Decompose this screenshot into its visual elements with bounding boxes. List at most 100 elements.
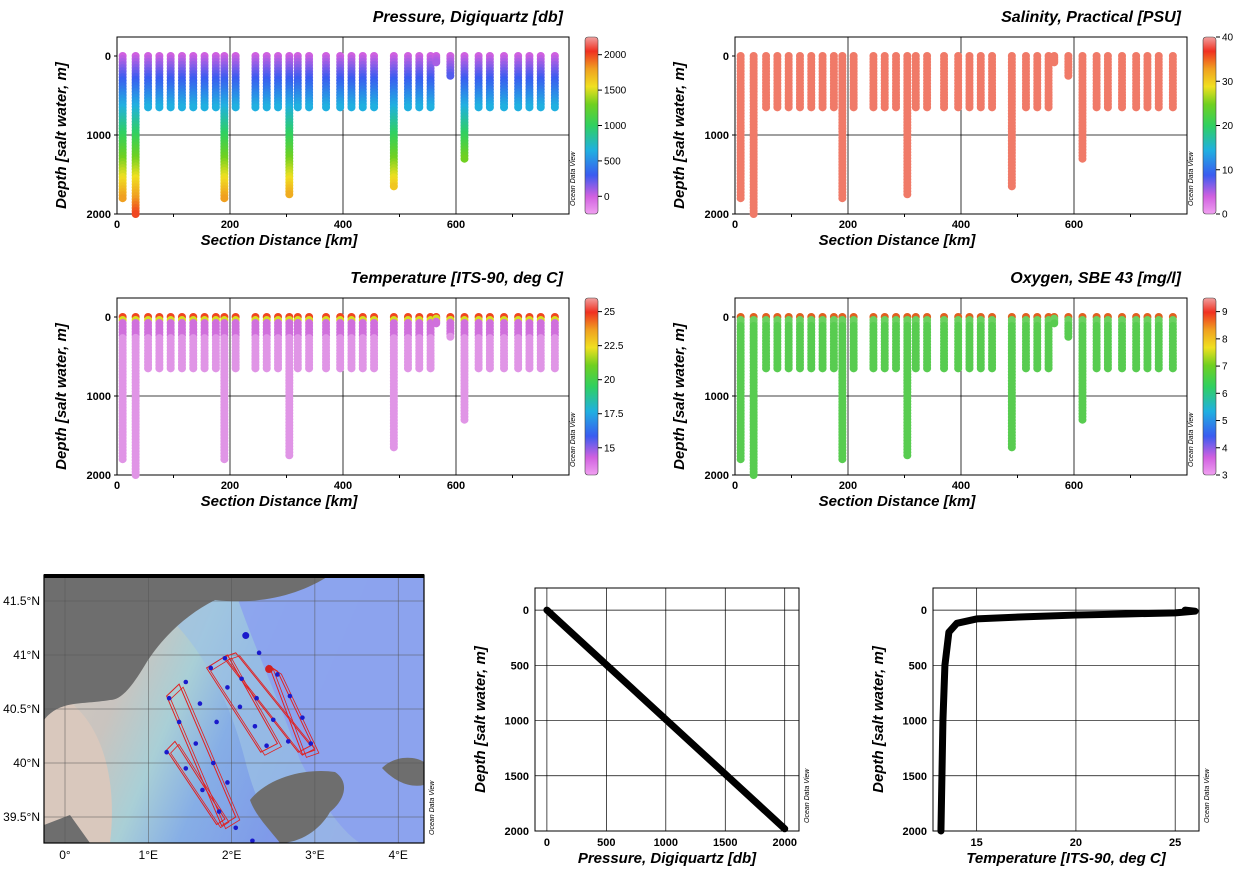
station-column bbox=[869, 313, 878, 373]
station-column bbox=[880, 313, 889, 373]
station-column bbox=[1168, 313, 1177, 373]
x-axis-label: Section Distance [km] bbox=[819, 232, 977, 249]
station-marker bbox=[222, 655, 228, 661]
station-column bbox=[131, 52, 140, 218]
station-column bbox=[514, 52, 523, 112]
x-axis-label: Section Distance [km] bbox=[201, 232, 359, 249]
station-column bbox=[536, 313, 545, 373]
colorbar-ramp bbox=[584, 36, 599, 215]
station-column bbox=[514, 313, 523, 373]
station-column bbox=[903, 313, 912, 460]
station-column bbox=[1050, 313, 1059, 328]
station-columns bbox=[736, 313, 1177, 479]
station-marker bbox=[216, 809, 222, 814]
x-tick-label: 200 bbox=[839, 219, 857, 231]
land-menorca bbox=[382, 757, 424, 786]
x-tick-label: 400 bbox=[334, 219, 352, 231]
station-column bbox=[829, 52, 838, 112]
station-column bbox=[818, 52, 827, 112]
station-columns bbox=[118, 52, 559, 218]
lat-label: 40°N bbox=[13, 756, 40, 770]
map-frame-top bbox=[44, 574, 424, 578]
watermark: Ocean Data View bbox=[570, 412, 577, 467]
station-column bbox=[1064, 52, 1073, 80]
station-column bbox=[749, 313, 758, 479]
station-column bbox=[358, 313, 367, 373]
plot-frame bbox=[932, 587, 1200, 832]
station-marker bbox=[250, 838, 255, 843]
station-column bbox=[220, 313, 229, 464]
station-marker bbox=[237, 704, 243, 710]
station-column bbox=[177, 313, 186, 373]
station-marker bbox=[200, 787, 205, 793]
y-tick-label: 2000 bbox=[903, 826, 927, 838]
y-axis-label: Depth [salt water, m] bbox=[472, 645, 489, 793]
station-column bbox=[285, 313, 294, 460]
lon-label: 1°E bbox=[139, 848, 158, 862]
station-column bbox=[892, 313, 901, 373]
colorbar-tick-label: 3 bbox=[1222, 471, 1228, 482]
station-column bbox=[525, 313, 534, 373]
lat-label: 41.5°N bbox=[3, 594, 40, 608]
x-tick-label: 1000 bbox=[654, 837, 678, 849]
colorbar: 25 22.5 20 17.5 15 bbox=[584, 297, 624, 476]
station-column bbox=[903, 52, 912, 199]
station-marker bbox=[308, 741, 314, 746]
station-column bbox=[940, 52, 949, 112]
x-tick-label: 400 bbox=[334, 480, 352, 492]
profile-line bbox=[543, 606, 789, 833]
track-segment bbox=[272, 667, 320, 758]
y-tick-label: 1000 bbox=[903, 716, 927, 728]
colorbar-tick-label: 500 bbox=[604, 156, 621, 167]
x-axis-label: Section Distance [km] bbox=[201, 493, 359, 510]
station-column bbox=[347, 52, 356, 112]
station-column bbox=[200, 313, 209, 373]
map-stations bbox=[164, 632, 314, 843]
panel-title: Oxygen, SBE 43 [mg/l] bbox=[1010, 270, 1181, 287]
station-column bbox=[988, 52, 997, 112]
station-column bbox=[1033, 313, 1042, 373]
x-tick-label: 25 bbox=[1169, 837, 1181, 849]
y-axis-label: Depth [salt water, m] bbox=[671, 61, 688, 209]
station-marker bbox=[256, 650, 262, 656]
station-column bbox=[460, 52, 469, 163]
station-column bbox=[818, 313, 827, 373]
station-column bbox=[293, 52, 302, 112]
y-axis-label: Depth [salt water, m] bbox=[53, 61, 70, 209]
station-marker bbox=[193, 741, 199, 746]
lon-label: 3°E bbox=[305, 848, 324, 862]
station-column bbox=[536, 52, 545, 112]
colorbar-tick-label: 4 bbox=[1222, 443, 1228, 454]
land-mallorca bbox=[250, 770, 345, 843]
station-column bbox=[144, 52, 153, 112]
watermark: Ocean Data View bbox=[1204, 768, 1211, 823]
station-column bbox=[285, 52, 294, 199]
station-column bbox=[1021, 52, 1030, 112]
y-tick-label: 1000 bbox=[705, 130, 729, 142]
profile-line bbox=[937, 606, 1199, 835]
x-tick-label: 600 bbox=[1065, 480, 1083, 492]
y-axis-label: Depth [salt water, m] bbox=[870, 645, 887, 793]
station-column bbox=[189, 313, 198, 373]
y-tick-label: 2000 bbox=[505, 826, 529, 838]
station-column bbox=[211, 52, 220, 112]
x-tick-label: 0 bbox=[114, 480, 120, 492]
station-column bbox=[144, 313, 153, 373]
station-marker bbox=[214, 719, 219, 725]
station-column bbox=[736, 313, 745, 464]
station-marker bbox=[183, 766, 189, 771]
station-column bbox=[1168, 52, 1177, 112]
station-column bbox=[415, 313, 424, 373]
x-tick-label: 200 bbox=[221, 480, 239, 492]
watermark: Ocean Data View bbox=[804, 768, 811, 823]
station-column bbox=[550, 313, 559, 373]
station-column bbox=[1143, 313, 1152, 373]
track-segment bbox=[170, 686, 241, 830]
station-column bbox=[118, 313, 127, 464]
station-column bbox=[155, 313, 164, 373]
station-column bbox=[1050, 52, 1059, 67]
station-columns bbox=[736, 52, 1177, 218]
station-column bbox=[940, 313, 949, 373]
